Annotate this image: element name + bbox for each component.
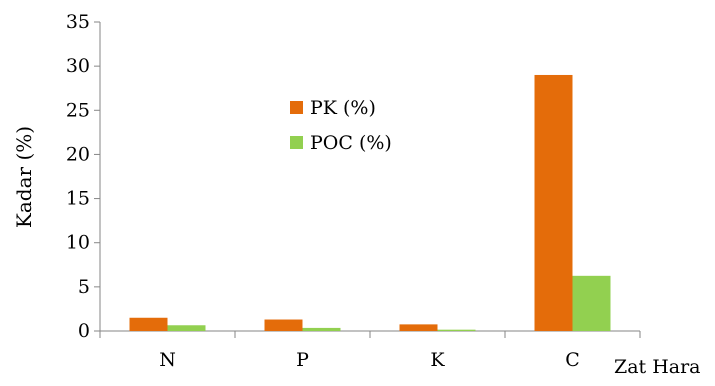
bar-C-series-2 [572,275,611,331]
y-tick-label: 30 [66,55,90,77]
y-tick-label: 10 [66,232,90,254]
y-axis-label: Kadar (%) [12,126,36,228]
y-tick-label: 5 [78,276,90,298]
y-tick-label: 35 [66,11,90,33]
bar-P-series-2 [302,327,341,331]
bar-K-series-1 [399,324,438,331]
y-tick-label: 15 [66,188,90,210]
x-axis-label: Zat Hara [614,356,701,378]
legend-label-2: POC (%) [310,132,392,154]
x-tick-label: K [430,349,445,371]
legend: PK (%) POC (%) [290,97,392,154]
legend-swatch-1 [290,101,303,114]
bar-N-series-2 [167,325,206,331]
legend-swatch-2 [290,136,303,149]
x-tick-label: P [296,349,309,371]
legend-label-1: PK (%) [310,97,376,119]
y-tick-label: 25 [66,99,90,121]
bar-N-series-1 [129,317,168,331]
bar-C-series-1 [534,74,573,331]
bar-P-series-1 [264,319,303,331]
bars [129,74,611,331]
bar-K-series-2 [437,329,476,331]
y-tick-label: 20 [66,143,90,165]
x-tick-label: N [159,349,176,371]
y-tick-label: 0 [78,320,90,342]
x-tick-label: C [565,349,580,371]
y-axis: 0 5 10 15 20 25 30 35 [66,11,101,342]
